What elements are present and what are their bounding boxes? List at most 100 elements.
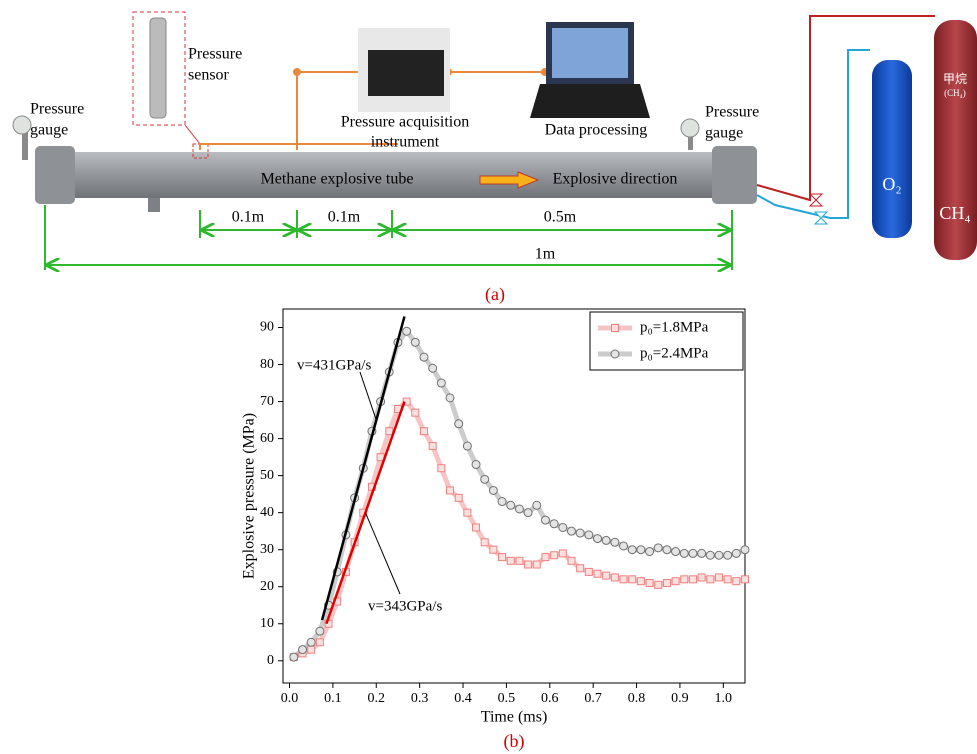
label: (CH₄)	[944, 88, 966, 98]
valve	[813, 211, 829, 225]
marker	[402, 397, 411, 406]
sensor	[149, 17, 167, 119]
legend-marker	[610, 349, 620, 359]
marker	[489, 545, 498, 554]
marker	[514, 504, 524, 514]
marker	[584, 530, 594, 540]
marker	[306, 637, 316, 647]
marker	[558, 549, 567, 558]
dim-label: 1m	[535, 246, 556, 263]
marker	[419, 427, 428, 436]
marker	[680, 575, 689, 584]
marker	[636, 545, 646, 555]
laptop-display	[552, 28, 628, 78]
y-tick-label: 0	[267, 653, 274, 668]
sensor-box	[132, 11, 186, 126]
marker	[593, 534, 603, 544]
marker	[714, 550, 724, 560]
leader	[364, 512, 401, 595]
flange	[712, 146, 757, 204]
laptop-base	[530, 84, 650, 118]
marker	[697, 573, 706, 582]
marker	[671, 577, 680, 586]
marker	[446, 486, 455, 495]
marker	[740, 545, 750, 555]
marker	[662, 579, 671, 588]
marker	[540, 515, 550, 525]
marker	[454, 493, 463, 502]
marker	[619, 541, 629, 551]
marker	[480, 538, 489, 547]
marker	[610, 573, 619, 582]
marker	[636, 577, 645, 586]
label: Explosive direction	[553, 171, 678, 188]
dim-label: 0.1m	[232, 209, 265, 226]
marker	[445, 393, 455, 403]
marker	[697, 548, 707, 558]
marker	[307, 645, 316, 654]
x-tick-label: 0.5	[498, 691, 516, 706]
y-tick-label: 60	[260, 431, 274, 446]
marker	[532, 560, 541, 569]
support	[148, 198, 160, 212]
y-tick-label: 90	[260, 320, 274, 335]
label: Methane explosive tube	[261, 171, 414, 188]
marker	[705, 550, 715, 560]
marker	[498, 553, 507, 562]
marker	[619, 575, 628, 584]
marker	[558, 522, 568, 532]
marker	[524, 560, 533, 569]
marker	[741, 575, 749, 584]
gauge-left	[12, 115, 32, 135]
marker	[714, 573, 723, 582]
y-tick-label: 80	[260, 357, 274, 372]
marker	[515, 556, 524, 565]
marker	[462, 441, 472, 451]
x-tick-label: 0.6	[541, 691, 559, 706]
ch4-cylinder	[934, 20, 977, 260]
label: Pressure	[188, 46, 242, 63]
marker	[584, 567, 593, 576]
o2-pipe	[756, 15, 935, 202]
chart: 0.0 0.1 0.2 0.3 0.4 0.5 0.6 0.7 0.8 0.9 1.0 0 10 20 30…	[241, 308, 750, 752]
y-tick-label: 50	[260, 468, 274, 483]
marker	[437, 464, 446, 473]
marker	[454, 419, 464, 429]
marker	[731, 548, 741, 558]
marker	[463, 508, 472, 517]
label: gauge	[30, 122, 68, 139]
legend-label: p₀=2.4MPa	[640, 345, 709, 361]
y-tick-label: 10	[260, 616, 274, 631]
x-tick-label: 0.3	[411, 691, 429, 706]
marker	[654, 580, 663, 589]
x-tick-label: 0.7	[584, 691, 602, 706]
marker	[506, 500, 516, 510]
label: instrument	[371, 134, 440, 151]
marker	[662, 545, 672, 555]
marker	[541, 553, 550, 562]
marker	[497, 497, 507, 507]
marker	[402, 326, 412, 336]
x-tick-label: 0.9	[671, 691, 689, 706]
fit-line	[320, 316, 406, 621]
marker	[671, 547, 681, 557]
legend-label: p₀=1.8MPa	[640, 319, 709, 335]
marker	[436, 378, 446, 388]
label: O₂	[882, 174, 901, 194]
label: Data processing	[545, 122, 648, 139]
marker	[428, 363, 438, 373]
marker	[653, 543, 663, 553]
dim-label: 0.5m	[544, 209, 577, 226]
marker	[627, 545, 637, 555]
marker	[385, 427, 394, 436]
annotation: v=343GPa/s	[368, 598, 442, 614]
x-tick-label: 0.4	[454, 691, 472, 706]
apparatus: Pressure gauge Pressure sensor Pressure …	[12, 11, 977, 305]
marker	[567, 556, 576, 565]
label: gauge	[705, 125, 743, 142]
y-tick-label: 30	[260, 542, 274, 557]
node	[293, 68, 301, 76]
x-tick-label: 1.0	[715, 691, 733, 706]
